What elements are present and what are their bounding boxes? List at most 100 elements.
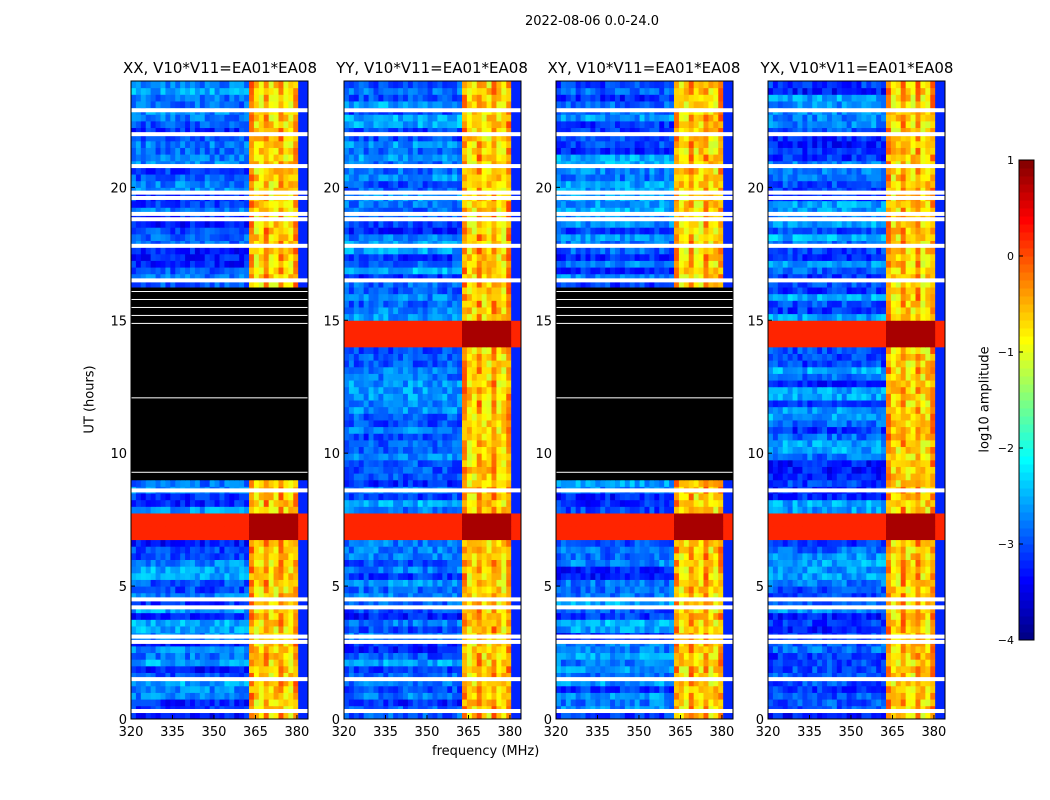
- heatmap-cell: [348, 606, 355, 614]
- heatmap-cell: [135, 100, 142, 109]
- heatmap-cell: [165, 446, 171, 454]
- heatmap-cell: [388, 473, 394, 481]
- heatmap-cell: [268, 280, 275, 288]
- heatmap-cell: [288, 659, 294, 667]
- heatmap-cell: [155, 526, 161, 534]
- heatmap-cell: [427, 512, 433, 521]
- heatmap-cell: [348, 625, 355, 634]
- heatmap-cell: [437, 572, 443, 580]
- heatmap-cell: [383, 652, 389, 660]
- heatmap-cell: [293, 147, 299, 155]
- heatmap-cell: [268, 120, 275, 129]
- heatmap-cell: [293, 459, 299, 467]
- heatmap-cell: [268, 672, 275, 680]
- heatmap-cell: [293, 439, 299, 448]
- heatmap-cell: [131, 220, 137, 228]
- heatmap-cell: [234, 280, 240, 288]
- heatmap-cell: [258, 360, 265, 368]
- heatmap-cell: [194, 566, 201, 574]
- heatmap-cell: [155, 300, 161, 308]
- heatmap-cell: [199, 679, 206, 687]
- heatmap-cell: [373, 685, 379, 693]
- heatmap-cell: [234, 81, 240, 89]
- heatmap-cell: [234, 419, 240, 428]
- heatmap-cell: [175, 426, 181, 434]
- heatmap-cell: [135, 466, 142, 474]
- heatmap-cell: [209, 393, 216, 401]
- heatmap-cell: [190, 253, 196, 261]
- heatmap-cell: [160, 532, 166, 541]
- heatmap-cell: [194, 645, 201, 654]
- heatmap-cell: [239, 380, 245, 388]
- heatmap-cell: [303, 532, 309, 541]
- heatmap-cell: [170, 665, 176, 673]
- heatmap-cell: [239, 326, 245, 335]
- heatmap-cell: [135, 120, 142, 129]
- heatmap-cell: [150, 586, 157, 594]
- heatmap-cell: [249, 380, 255, 388]
- heatmap-cell: [501, 606, 507, 614]
- heatmap-cell: [190, 306, 196, 315]
- heatmap-cell: [145, 100, 152, 109]
- heatmap-cell: [407, 459, 414, 467]
- heatmap-cell: [194, 685, 201, 693]
- heatmap-cell: [273, 439, 279, 448]
- heatmap-cell: [298, 127, 304, 135]
- heatmap-cell: [511, 506, 517, 514]
- heatmap-cell: [135, 306, 142, 315]
- heatmap-cell: [466, 699, 473, 707]
- heatmap-cell: [283, 87, 289, 95]
- heatmap-cell: [185, 260, 191, 268]
- heatmap-cell: [457, 539, 463, 547]
- heatmap-cell: [140, 512, 147, 521]
- heatmap-cell: [466, 559, 473, 567]
- heatmap-cell: [457, 466, 463, 474]
- heatmap-cell: [229, 81, 235, 89]
- heatmap-cell: [303, 174, 309, 182]
- heatmap-cell: [150, 572, 157, 580]
- heatmap-cell: [476, 679, 483, 687]
- heatmap-cell: [466, 546, 473, 554]
- heatmap-cell: [452, 446, 458, 454]
- heatmap-cell: [155, 679, 161, 687]
- heatmap-cell: [219, 260, 225, 268]
- heatmap-cell: [293, 453, 299, 461]
- heatmap-cell: [249, 599, 255, 607]
- heatmap-cell: [253, 566, 260, 574]
- heatmap-cell: [437, 566, 443, 574]
- heatmap-cell: [209, 572, 216, 580]
- heatmap-cell: [403, 512, 409, 521]
- heatmap-cell: [229, 439, 235, 448]
- heatmap-cell: [506, 466, 512, 474]
- heatmap-cell: [180, 559, 186, 567]
- heatmap-cell: [452, 499, 458, 507]
- heatmap-cell: [209, 532, 216, 541]
- heatmap-cell: [283, 393, 289, 401]
- heatmap-cell: [229, 532, 235, 541]
- heatmap-cell: [155, 419, 161, 428]
- heatmap-cell: [403, 579, 409, 587]
- heatmap-cell: [258, 267, 265, 275]
- heatmap-cell: [224, 506, 230, 514]
- heatmap-cell: [175, 313, 181, 321]
- heatmap-cell: [417, 679, 424, 687]
- heatmap-cell: [407, 606, 414, 614]
- heatmap-cell: [273, 174, 279, 182]
- heatmap-cell: [244, 479, 250, 487]
- heatmap-cell: [229, 652, 235, 660]
- heatmap-cell: [501, 466, 507, 474]
- heatmap-cell: [214, 306, 220, 315]
- heatmap-cell: [135, 333, 142, 341]
- heatmap-cell: [427, 546, 433, 554]
- heatmap-cell: [481, 552, 488, 560]
- heatmap-cell: [160, 247, 166, 255]
- heatmap-cell: [388, 645, 394, 654]
- heatmap-cell: [273, 154, 279, 162]
- heatmap-cell: [199, 592, 206, 600]
- heatmap-cell: [135, 267, 142, 275]
- heatmap-cell: [437, 606, 443, 614]
- heatmap-cell: [506, 519, 512, 527]
- heatmap-cell: [224, 373, 230, 381]
- heatmap-cell: [253, 685, 260, 693]
